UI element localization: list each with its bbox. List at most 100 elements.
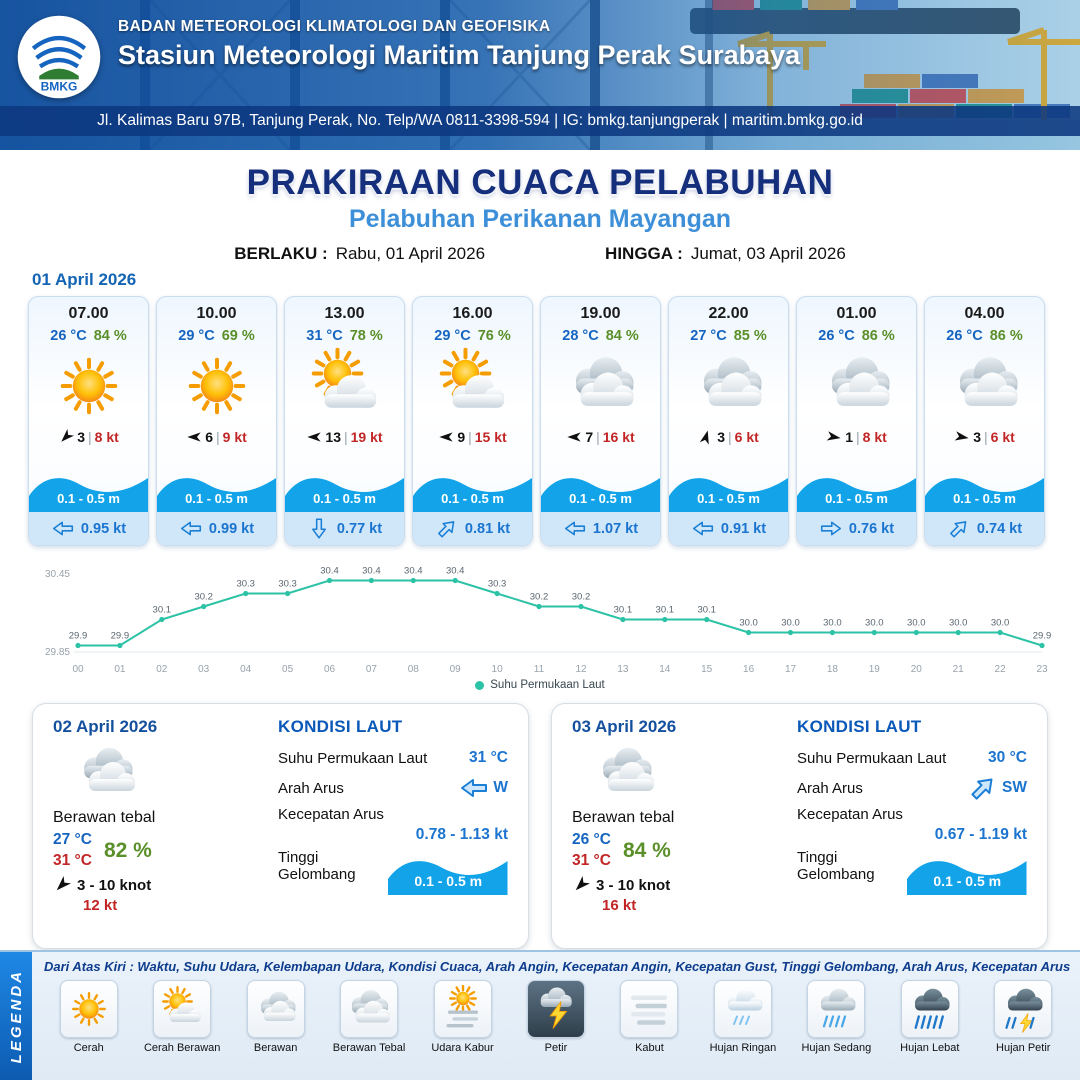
weather-icon xyxy=(561,346,641,426)
svg-text:04: 04 xyxy=(240,664,252,675)
svg-text:19: 19 xyxy=(869,664,881,675)
wind-row: 6 | 9 kt xyxy=(186,429,247,445)
legend-title: LEGENDA xyxy=(7,968,25,1064)
divider: | xyxy=(468,429,472,445)
bmkg-logo: BMKG xyxy=(17,15,101,99)
svg-text:01: 01 xyxy=(114,664,126,675)
header-text: BADAN METEOROLOGI KLIMATOLOGI DAN GEOFIS… xyxy=(118,18,800,71)
legend-label: Cerah Berawan xyxy=(143,1042,221,1054)
current-row: 0.95 kt xyxy=(29,512,148,545)
weather-icon xyxy=(340,980,399,1038)
temp-max: 31 °C xyxy=(572,852,611,869)
wind-gust: 16 kt xyxy=(602,897,637,914)
svg-text:29.9: 29.9 xyxy=(69,631,88,642)
wave-graphic xyxy=(413,478,532,512)
temp-humidity-row: 29 °C 76 % xyxy=(434,328,511,344)
svg-text:07: 07 xyxy=(366,664,378,675)
temp-min: 26 °C xyxy=(572,831,611,848)
forecast-card: 22.00 27 °C 85 % 3 | 6 kt 0.1 - 0.5 m 0.… xyxy=(668,296,789,546)
current-row: 0.91 kt xyxy=(669,512,788,545)
current-speed: 0.81 kt xyxy=(464,520,511,537)
svg-text:30.4: 30.4 xyxy=(362,566,381,577)
current-direction-icon xyxy=(819,520,843,537)
wind-row: 9 | 15 kt xyxy=(438,429,507,445)
wind-gust: 6 kt xyxy=(734,429,759,445)
wind-range: 3 - 10 knot xyxy=(596,876,671,894)
legend-label: Petir xyxy=(544,1042,568,1054)
wave-graphic xyxy=(925,478,1044,512)
daily-forecast-section: 02 April 2026 Berawan tebal 27 °C 31 °C … xyxy=(32,703,1048,949)
current-direction-icon xyxy=(179,520,203,537)
wind-speed: 13 xyxy=(325,429,341,445)
wind-gust: 9 kt xyxy=(222,429,247,445)
current-speed: 1.07 kt xyxy=(592,520,639,537)
forecast-date: 01 April 2026 xyxy=(32,270,137,289)
legend-item: Hujan Lebat xyxy=(885,980,974,1054)
wind-gust: 15 kt xyxy=(474,429,507,445)
svg-text:30.3: 30.3 xyxy=(278,579,297,590)
weather-icon xyxy=(689,346,769,426)
day-temps: 26 °C 31 °C 84 % xyxy=(572,831,777,870)
humidity: 69 % xyxy=(221,328,255,344)
weather-icon xyxy=(433,980,492,1038)
weather-icon xyxy=(433,346,513,426)
legend-item: Berawan xyxy=(231,980,320,1054)
svg-text:30.4: 30.4 xyxy=(404,566,423,577)
svg-text:30.0: 30.0 xyxy=(907,618,926,629)
legend-label: Hujan Lebat xyxy=(900,1042,960,1054)
svg-text:15: 15 xyxy=(701,664,713,675)
svg-text:08: 08 xyxy=(408,664,420,675)
current-speed-row: Kecepatan Arus 0.67 - 1.19 kt xyxy=(797,803,1027,847)
svg-text:30.0: 30.0 xyxy=(949,618,968,629)
legend-label: Cerah xyxy=(73,1042,104,1054)
svg-text:29.85: 29.85 xyxy=(45,647,70,658)
svg-text:30.0: 30.0 xyxy=(739,618,758,629)
divider: | xyxy=(596,429,600,445)
legend-items: Cerah Cerah Berawan Berawan Berawan Teba… xyxy=(44,980,1068,1054)
wind-direction-icon xyxy=(58,428,75,445)
wind-speed: 9 xyxy=(457,429,466,445)
divider: | xyxy=(216,429,220,445)
wind-direction-icon xyxy=(306,429,322,445)
weather-icon xyxy=(177,346,257,426)
wind-speed: 3 xyxy=(717,429,726,445)
legend-label: Berawan Tebal xyxy=(332,1042,406,1054)
svg-text:30.3: 30.3 xyxy=(488,579,507,590)
weather-icon xyxy=(246,980,305,1038)
current-row: 0.74 kt xyxy=(925,512,1044,545)
sea-conditions-title: KONDISI LAUT xyxy=(797,717,922,736)
current-row: 0.76 kt xyxy=(797,512,916,545)
current-speed: 0.74 kt xyxy=(976,520,1023,537)
temp-humidity-row: 31 °C 78 % xyxy=(306,328,383,344)
temp-humidity-row: 26 °C 86 % xyxy=(818,328,895,344)
weather-icon xyxy=(807,980,866,1038)
wind-direction-icon xyxy=(826,429,842,445)
current-row: 0.81 kt xyxy=(413,512,532,545)
temp-humidity-row: 26 °C 86 % xyxy=(946,328,1023,344)
wind-gust: 8 kt xyxy=(862,429,887,445)
wind-gust: 16 kt xyxy=(602,429,635,445)
forecast-time: 10.00 xyxy=(196,305,237,322)
weather-icon xyxy=(620,980,679,1038)
wave-height: 0.1 - 0.5 m xyxy=(57,491,120,506)
wind-row: 1 | 8 kt xyxy=(826,429,887,445)
wave-height-band: 0.1 - 0.5 m xyxy=(29,466,148,512)
weather-icon xyxy=(59,980,118,1038)
legend-description: Dari Atas Kiri : Waktu, Suhu Udara, Kele… xyxy=(44,959,1071,974)
wave-height-value: 0.1 - 0.5 m xyxy=(933,873,1002,889)
divider: | xyxy=(984,429,988,445)
current-speed-row: Kecepatan Arus 0.78 - 1.13 kt xyxy=(278,803,508,847)
wave-graphic xyxy=(29,478,148,512)
svg-text:10: 10 xyxy=(492,664,504,675)
day-summary: 03 April 2026 Berawan tebal 26 °C 31 °C … xyxy=(572,717,777,936)
forecast-cards: 07.00 26 °C 84 % 3 | 8 kt 0.1 - 0.5 m 0.… xyxy=(28,296,1052,546)
weather-icon xyxy=(994,980,1053,1038)
weather-condition: Berawan tebal xyxy=(572,809,675,826)
day-forecast-card: 03 April 2026 Berawan tebal 26 °C 31 °C … xyxy=(551,703,1048,949)
weather-icon xyxy=(713,980,772,1038)
current-speed: 0.77 kt xyxy=(336,520,383,537)
air-temperature: 29 °C xyxy=(434,328,471,344)
forecast-card: 04.00 26 °C 86 % 3 | 6 kt 0.1 - 0.5 m 0.… xyxy=(924,296,1045,546)
humidity: 78 % xyxy=(349,328,383,344)
wave-height: 0.1 - 0.5 m xyxy=(185,491,248,506)
